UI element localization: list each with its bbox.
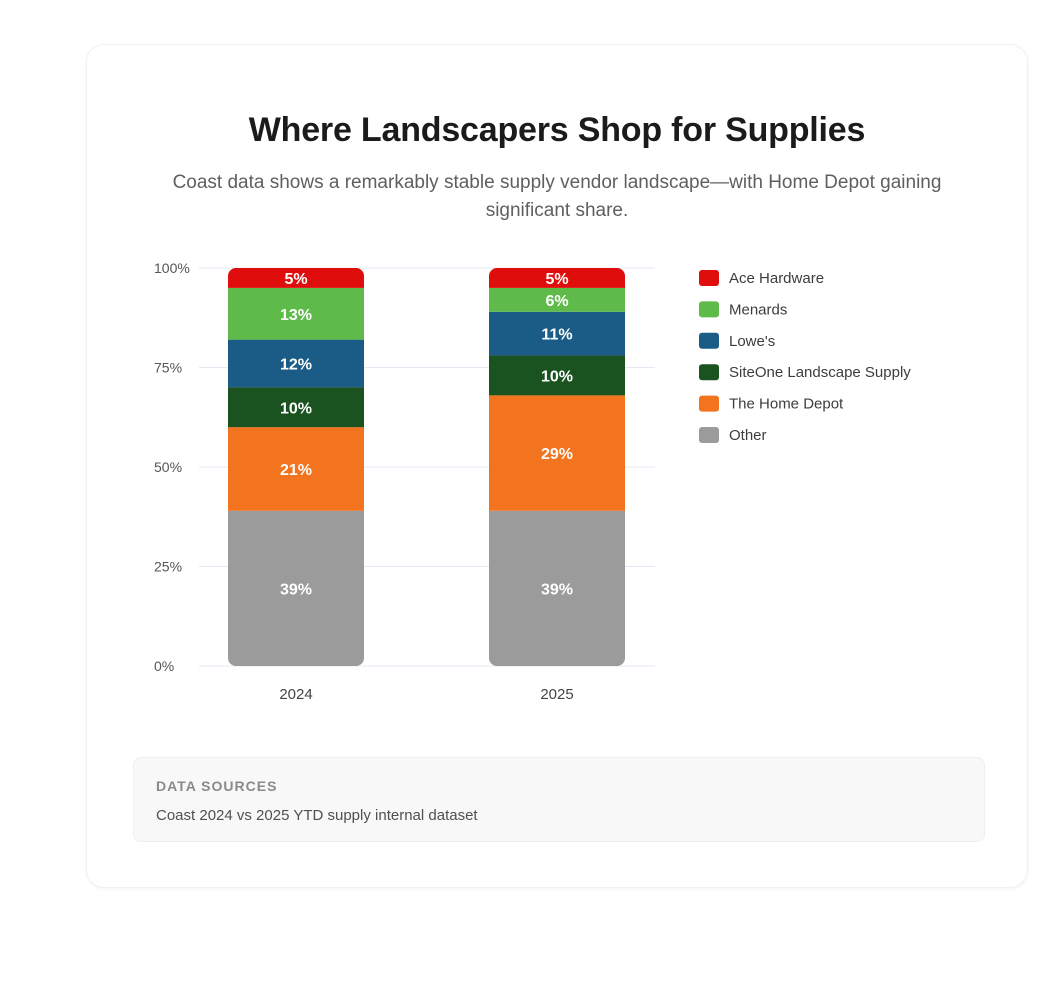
data-label: 21% [280, 462, 312, 479]
legend-label: Ace Hardware [729, 270, 824, 287]
legend-label: The Home Depot [729, 396, 844, 413]
chart-card: Where Landscapers Shop for Supplies Coas… [86, 44, 1028, 888]
data-label: 5% [545, 271, 568, 288]
data-sources-text: Coast 2024 vs 2025 YTD supply internal d… [156, 807, 478, 824]
data-label: 6% [545, 293, 568, 310]
bar-segment[interactable] [489, 510, 625, 666]
data-sources-panel: Data Sources Coast 2024 vs 2025 YTD supp… [133, 757, 985, 842]
data-label: 39% [541, 581, 573, 598]
y-tick-label: 75% [154, 360, 182, 376]
legend-item[interactable]: Ace Hardware [699, 270, 824, 287]
legend-item[interactable]: Menards [699, 301, 787, 318]
y-tick-label: 25% [154, 559, 182, 575]
legend-swatch [699, 364, 719, 381]
bar-segment[interactable] [489, 395, 625, 511]
legend-swatch [699, 332, 719, 349]
x-tick-label: 2024 [279, 686, 312, 703]
data-label: 39% [280, 581, 312, 598]
legend-swatch [699, 270, 719, 286]
chart-subtitle: Coast data shows a remarkably stable sup… [172, 172, 942, 221]
x-tick-label: 2025 [540, 686, 573, 703]
bar-segment[interactable] [228, 287, 364, 340]
chart-title: Where Landscapers Shop for Supplies [248, 111, 866, 149]
legend-item[interactable]: Other [699, 427, 767, 444]
bar-segment[interactable] [489, 355, 625, 396]
bar-segment[interactable] [489, 311, 625, 356]
legend-swatch [699, 301, 719, 318]
legend-swatch [699, 395, 719, 412]
legend-label: Lowe's [729, 333, 775, 350]
data-label: 29% [541, 446, 573, 463]
y-tick-label: 0% [154, 658, 174, 674]
data-label: 12% [280, 357, 312, 374]
bar-segment[interactable] [228, 427, 364, 511]
legend-label: Other [729, 427, 767, 444]
bar-segment[interactable] [489, 287, 625, 312]
y-tick-label: 100% [154, 260, 190, 276]
data-label: 13% [280, 307, 312, 324]
stacked-bar-chart: 0% 25% 50% 75% 100% 39% 21% 10% 12% 13% 5% 2024 39% 2… [154, 260, 911, 703]
y-tick-label: 50% [154, 459, 182, 475]
data-label: 10% [541, 368, 573, 385]
data-label: 11% [541, 327, 572, 344]
legend-label: SiteOne Landscape Supply [729, 364, 911, 381]
bar-segment[interactable] [228, 339, 364, 388]
bar-stack-2024 [228, 268, 364, 666]
data-label: 10% [280, 400, 312, 417]
bar-segment[interactable] [228, 268, 364, 288]
data-label: 5% [284, 271, 307, 288]
data-sources-heading: Data Sources [156, 778, 278, 794]
bar-segment[interactable] [228, 510, 364, 666]
bar-stack-2025 [489, 268, 625, 666]
legend-item[interactable]: SiteOne Landscape Supply [699, 364, 911, 381]
legend-label: Menards [729, 301, 787, 318]
legend-swatch [699, 427, 719, 443]
bar-segment[interactable] [489, 268, 625, 288]
legend-item[interactable]: Lowe's [699, 332, 775, 350]
legend-item[interactable]: The Home Depot [699, 395, 844, 413]
bar-segment[interactable] [228, 387, 364, 428]
